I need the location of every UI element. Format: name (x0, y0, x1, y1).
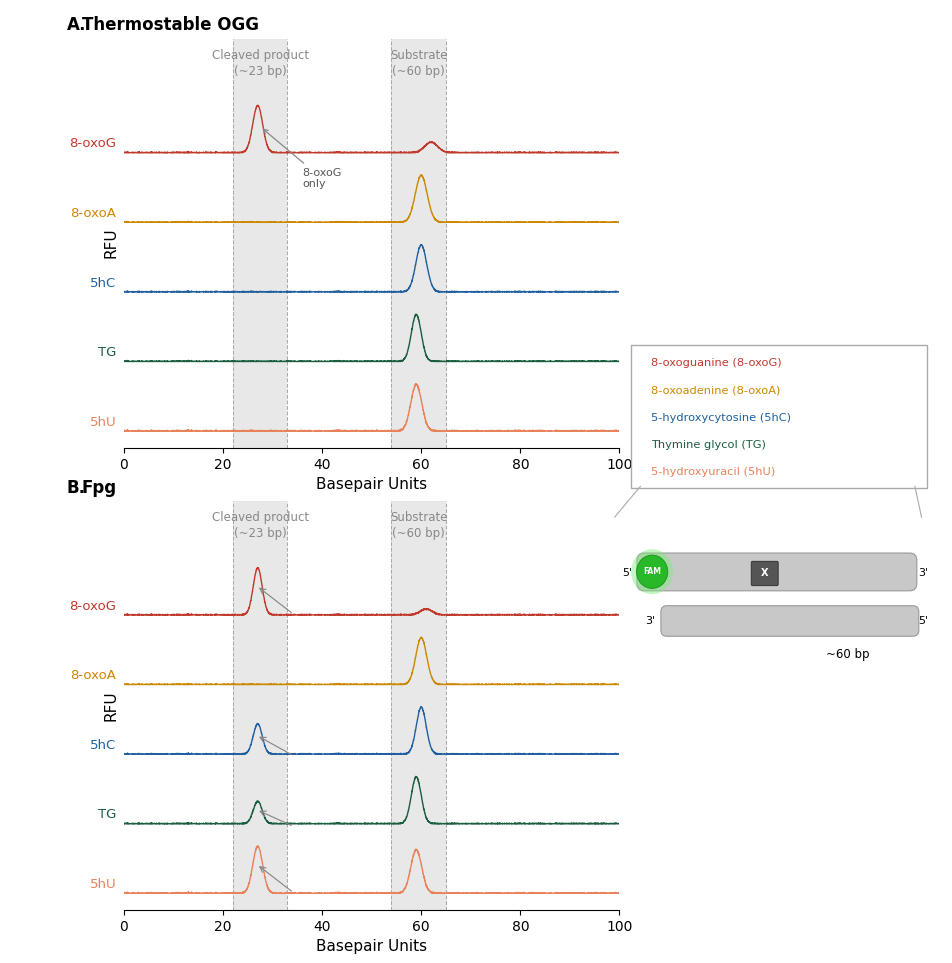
Text: B.: B. (67, 479, 86, 497)
Text: A.: A. (67, 16, 87, 35)
Text: 8-oxoG: 8-oxoG (69, 600, 116, 612)
Y-axis label: RFU: RFU (103, 228, 118, 258)
Text: 3': 3' (917, 568, 927, 579)
Text: 8-oxoadenine (8-oxoA): 8-oxoadenine (8-oxoA) (650, 385, 780, 396)
Text: 5': 5' (622, 568, 632, 579)
Text: 5': 5' (917, 615, 927, 626)
Text: Fpg: Fpg (82, 479, 117, 497)
Bar (391, 501, 446, 910)
Text: Substrate
(~60 bp): Substrate (~60 bp) (389, 49, 447, 78)
X-axis label: Basepair Units: Basepair Units (316, 939, 426, 954)
Text: 8-oxoA: 8-oxoA (70, 207, 116, 221)
Text: X: X (761, 568, 768, 579)
Text: Cleaved product
(~23 bp): Cleaved product (~23 bp) (211, 511, 308, 540)
Text: 3': 3' (645, 615, 655, 626)
Text: 8-oxoA: 8-oxoA (70, 669, 116, 683)
Text: 5hC: 5hC (90, 739, 116, 752)
FancyBboxPatch shape (636, 553, 916, 591)
Text: Thermostable OGG: Thermostable OGG (82, 16, 259, 35)
X-axis label: Basepair Units: Basepair Units (316, 477, 426, 492)
FancyBboxPatch shape (630, 346, 926, 487)
Text: 8-oxoG: 8-oxoG (69, 138, 116, 150)
FancyBboxPatch shape (750, 561, 778, 586)
Bar (232, 501, 288, 910)
Text: Thymine glycol (TG): Thymine glycol (TG) (650, 440, 765, 450)
Text: Substrate
(~60 bp): Substrate (~60 bp) (389, 511, 447, 540)
Text: 5hU: 5hU (89, 416, 116, 429)
Text: 8-oxoguanine (8-oxoG): 8-oxoguanine (8-oxoG) (650, 358, 781, 369)
Text: 5-hydroxyuracil (5hU): 5-hydroxyuracil (5hU) (650, 467, 775, 478)
Text: TG: TG (98, 809, 116, 821)
Text: ~60 bp: ~60 bp (825, 648, 869, 661)
Text: TG: TG (98, 347, 116, 359)
Text: 5hU: 5hU (89, 878, 116, 891)
Bar (391, 39, 446, 448)
Bar (232, 39, 288, 448)
Y-axis label: RFU: RFU (103, 690, 118, 720)
Text: 5hC: 5hC (90, 276, 116, 290)
Circle shape (636, 555, 667, 588)
Text: Cleaved product
(~23 bp): Cleaved product (~23 bp) (211, 49, 308, 78)
Text: FAM: FAM (643, 567, 661, 576)
Text: 5-hydroxycytosine (5hC): 5-hydroxycytosine (5hC) (650, 413, 790, 423)
Text: 8-oxoG
only: 8-oxoG only (263, 129, 342, 190)
Circle shape (630, 549, 672, 594)
FancyBboxPatch shape (660, 606, 918, 637)
